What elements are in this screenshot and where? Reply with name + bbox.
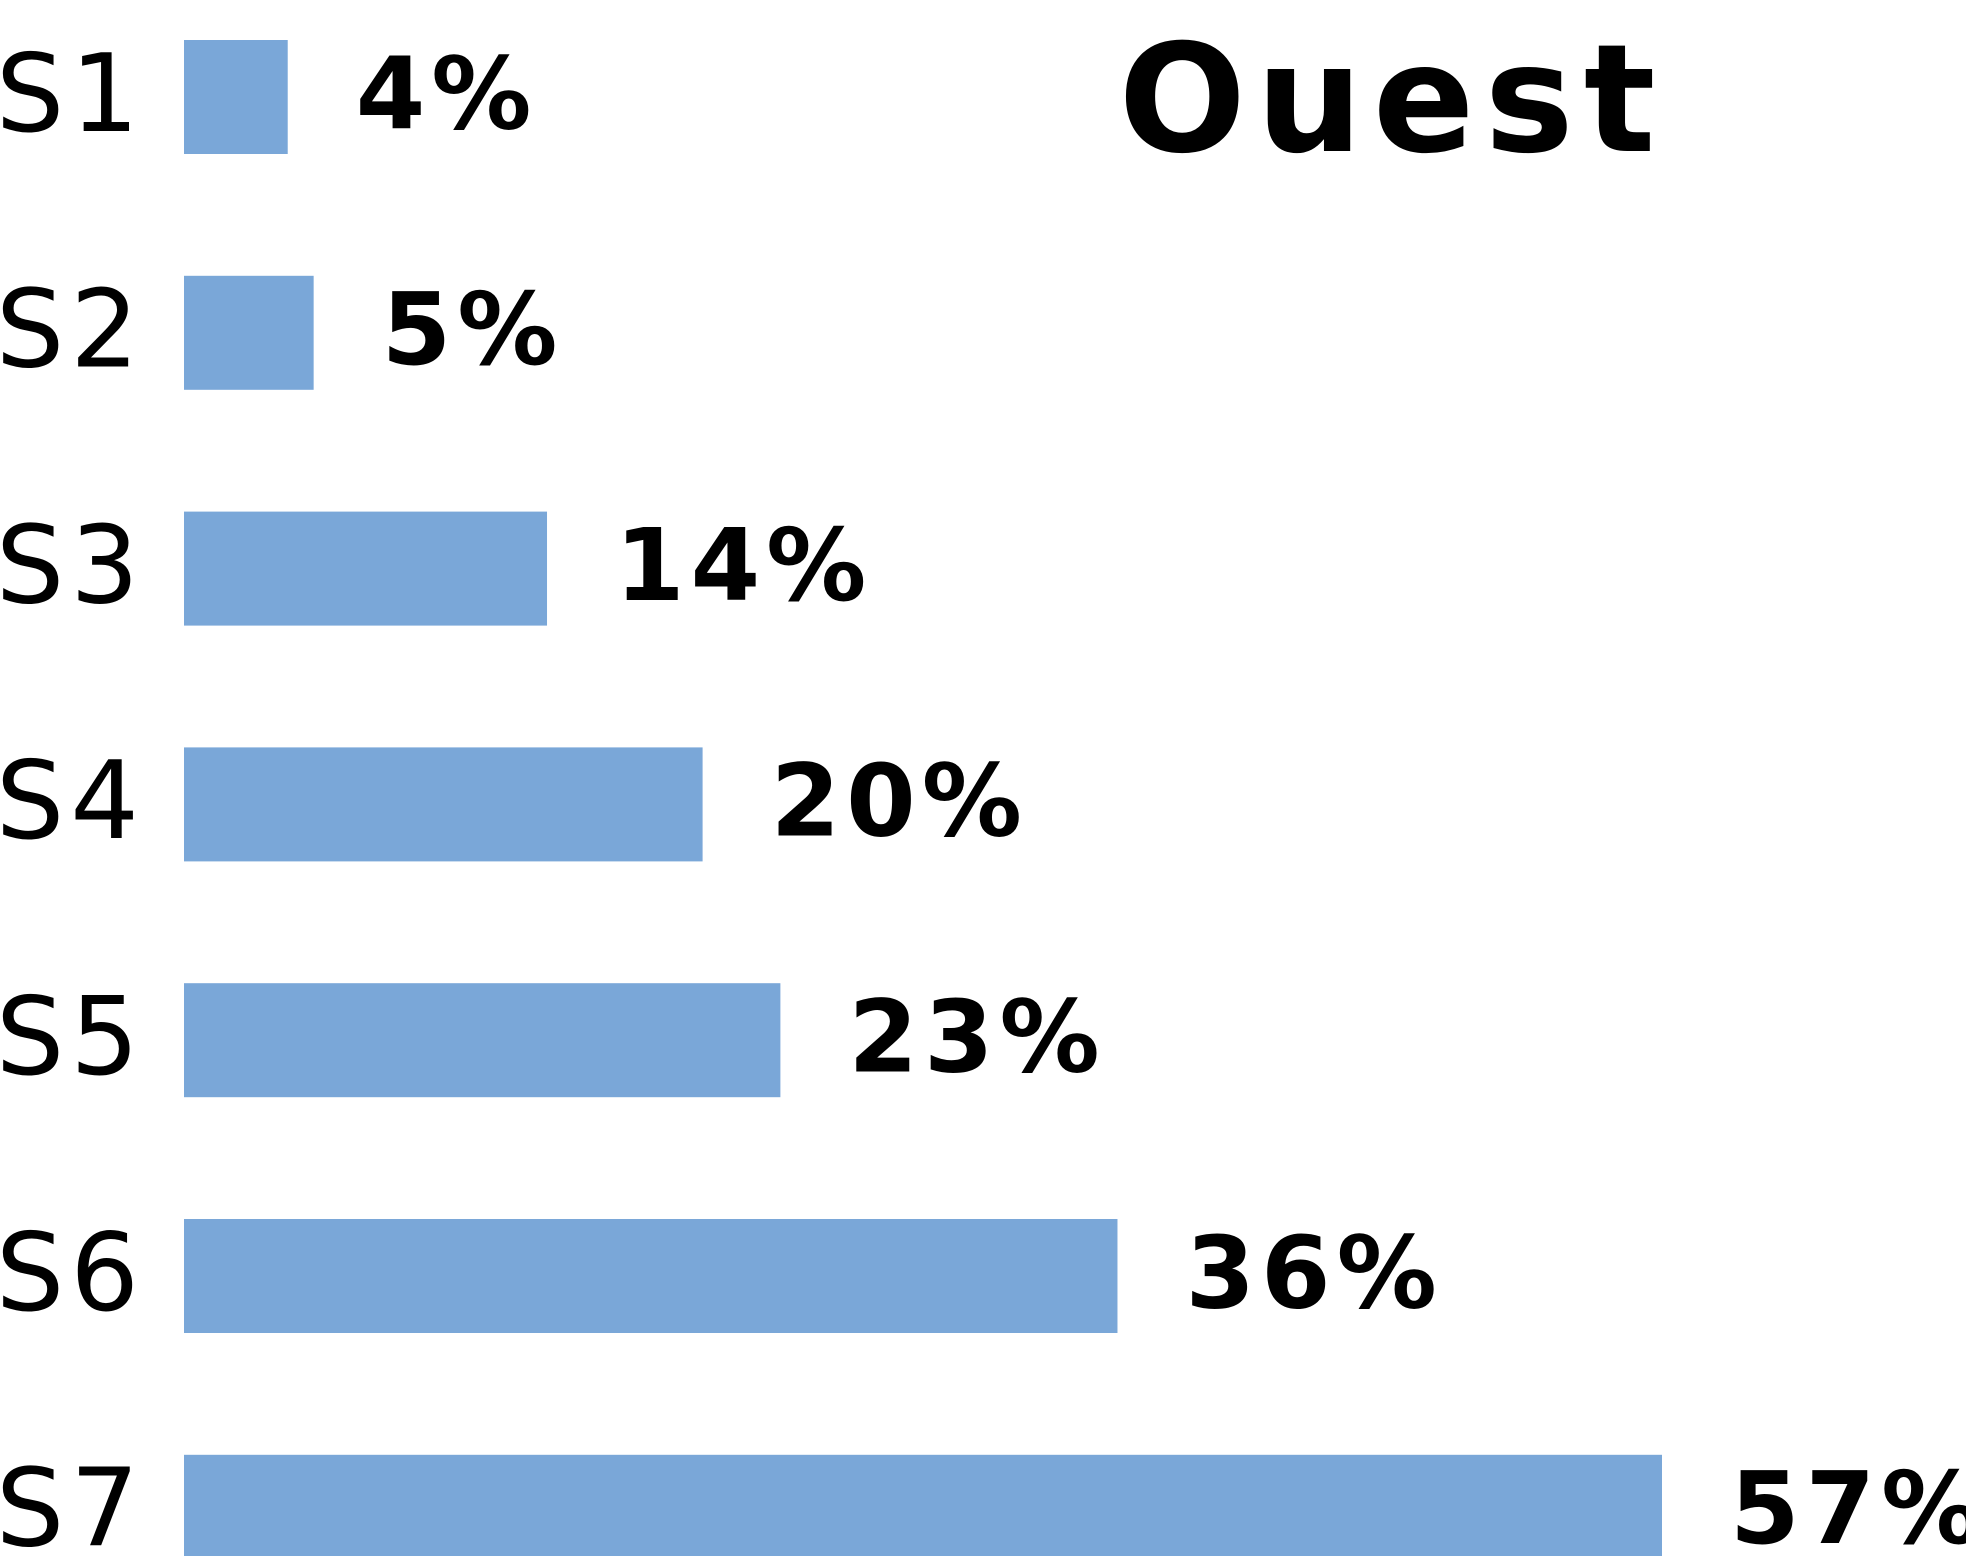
category-label: S6 <box>0 1211 145 1336</box>
value-label: 20% <box>771 743 1028 860</box>
bar <box>184 747 703 862</box>
bar <box>184 40 288 154</box>
category-label: S4 <box>0 739 145 864</box>
bar <box>184 275 314 390</box>
value-label: 36% <box>1185 1214 1442 1331</box>
bar <box>184 983 781 1098</box>
category-label: S3 <box>0 503 145 628</box>
bar <box>184 511 548 626</box>
value-label: 14% <box>615 507 872 624</box>
category-label: S1 <box>0 32 145 157</box>
value-label: 23% <box>848 979 1105 1096</box>
value-label: 4% <box>356 35 538 152</box>
bar <box>184 1219 1118 1333</box>
bar <box>184 1454 1662 1556</box>
category-label: S5 <box>0 975 145 1100</box>
value-label: 5% <box>382 271 564 388</box>
category-label: S2 <box>0 268 145 393</box>
category-label: S7 <box>0 1447 145 1556</box>
chart-title: Ouest <box>1118 13 1665 187</box>
value-label: 57% <box>1730 1450 1966 1556</box>
